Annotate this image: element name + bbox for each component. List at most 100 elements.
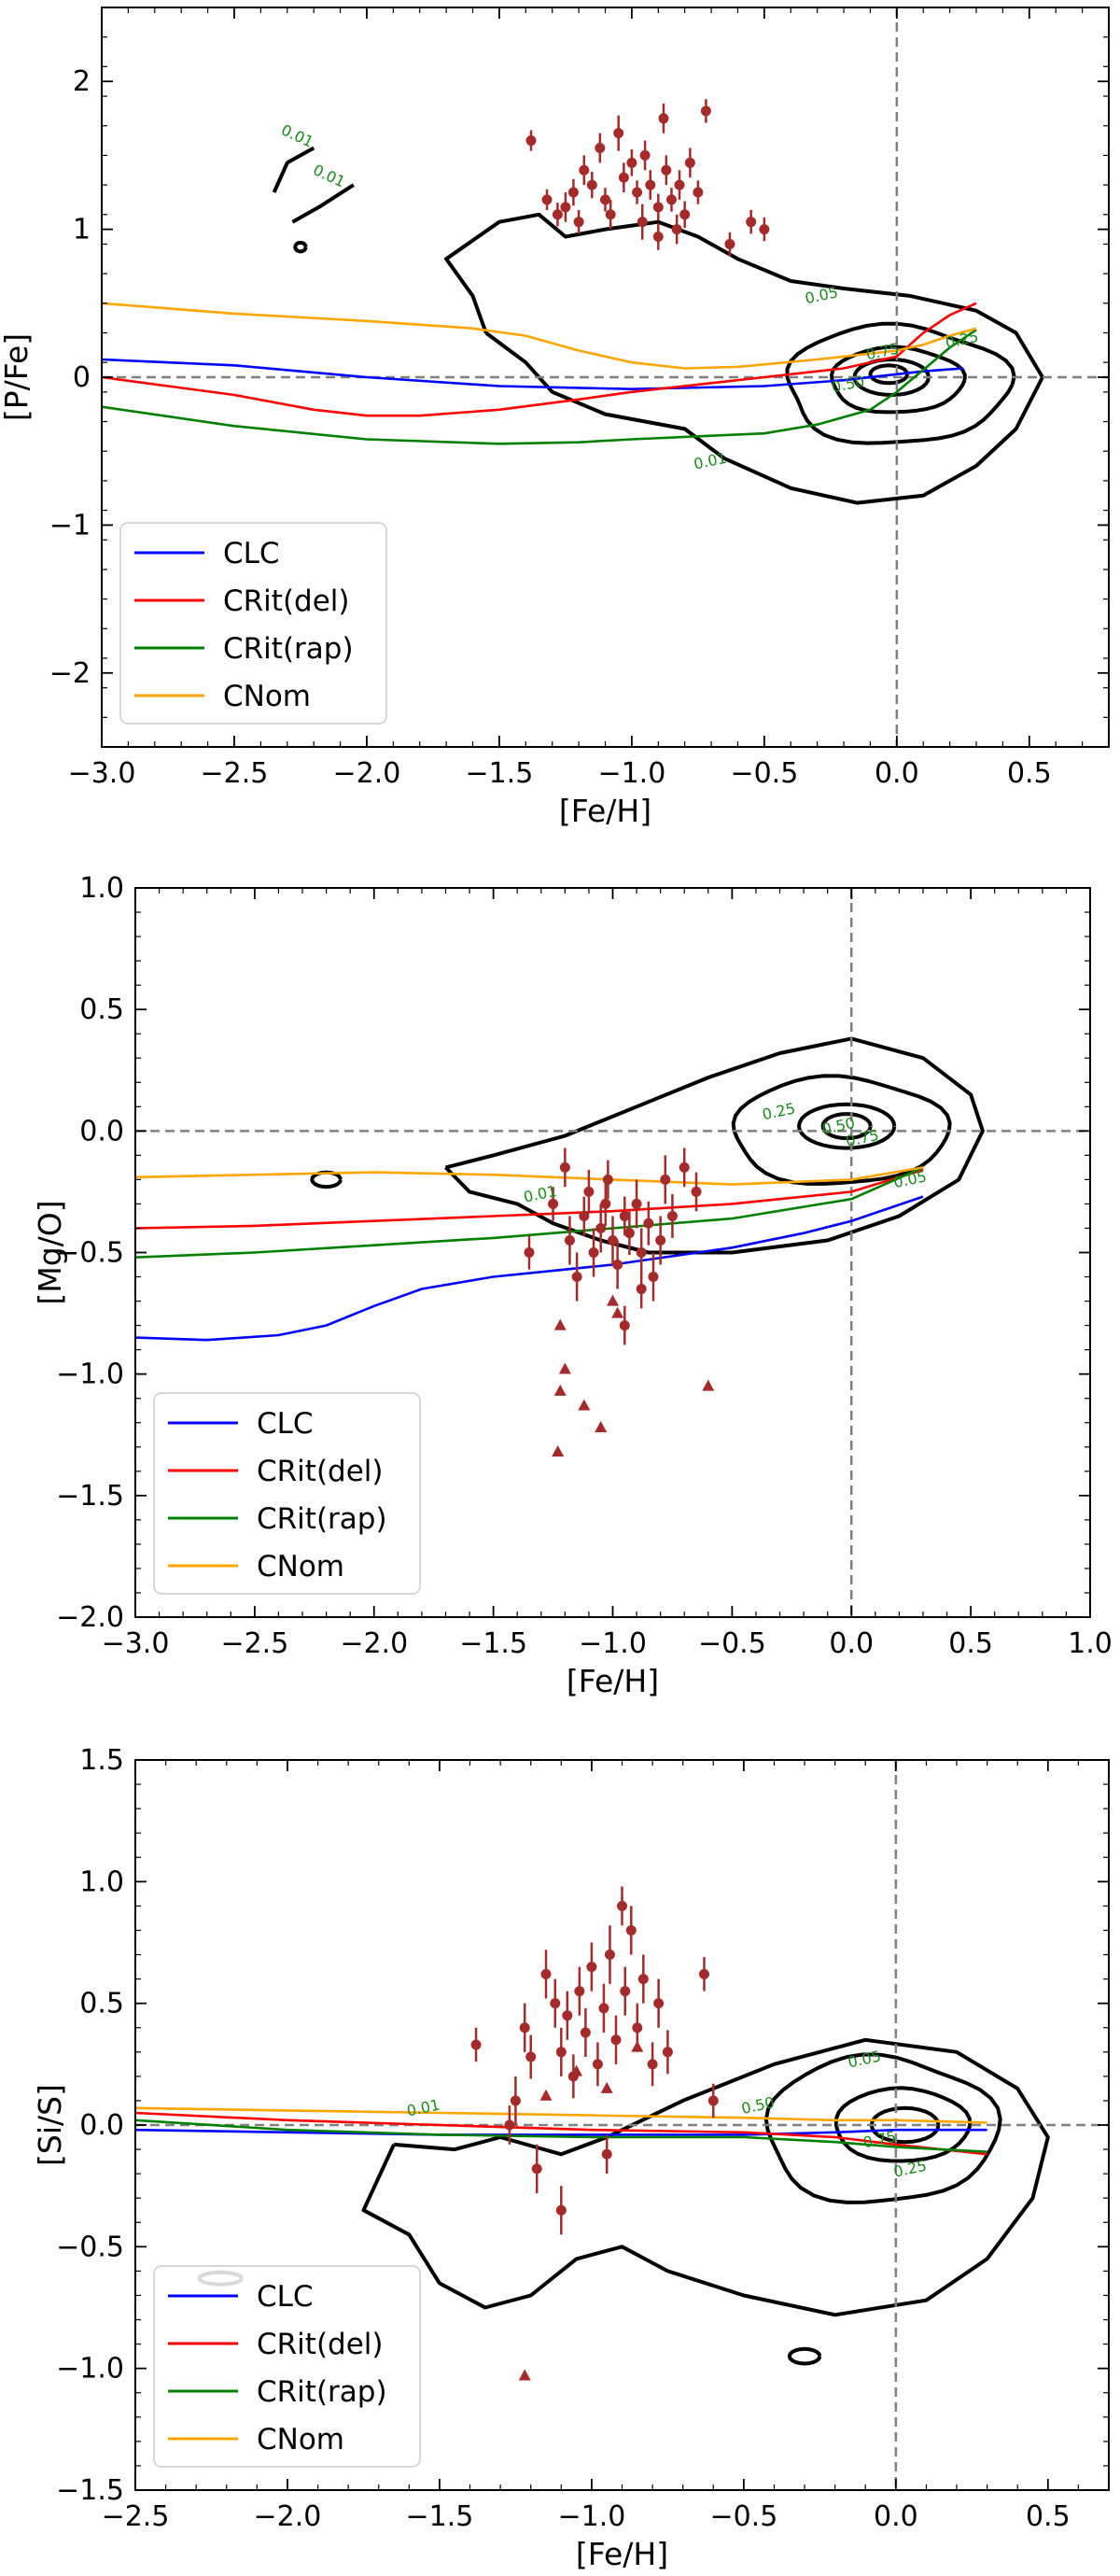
density-contour <box>293 240 308 254</box>
y-tick-label: 1.0 <box>79 1865 124 1898</box>
contour-level-label: 0.01 <box>405 2096 441 2120</box>
data-marker <box>510 2095 521 2106</box>
density-contour <box>763 2052 1002 2204</box>
data-point <box>648 1252 659 1302</box>
density-contour <box>797 1102 897 1150</box>
x-tick-label: −2.0 <box>333 757 401 790</box>
series-line-crit-del <box>102 302 977 417</box>
data-point <box>608 1216 618 1265</box>
data-point <box>595 1204 607 1253</box>
contour-level-label: 0.01 <box>693 449 729 473</box>
data-marker <box>573 217 584 228</box>
data-point <box>595 133 606 163</box>
data-marker <box>600 194 610 205</box>
data-point <box>555 2027 567 2076</box>
data-point <box>759 217 770 242</box>
data-marker <box>595 142 606 153</box>
series-line-crit-del <box>135 2111 987 2156</box>
data-marker <box>691 1186 702 1197</box>
data-marker <box>618 172 629 183</box>
series-line-cnom <box>102 302 977 370</box>
data-marker <box>608 1234 618 1246</box>
data-marker <box>540 1968 552 1979</box>
data-point <box>620 1966 631 2016</box>
upper-limit-marker <box>552 1444 565 1457</box>
data-point <box>601 2134 612 2175</box>
data-marker <box>519 2022 530 2034</box>
data-point <box>617 1886 627 1926</box>
data-point <box>645 170 656 200</box>
data-marker <box>619 1320 630 1331</box>
data-point <box>592 2042 603 2087</box>
data-point <box>652 193 664 221</box>
legend-label: CRit(del) <box>223 584 350 618</box>
data-marker <box>504 2119 515 2131</box>
density-contour <box>361 2037 1050 2317</box>
data-marker <box>567 187 579 198</box>
data-marker <box>660 1174 671 1185</box>
data-point <box>579 155 590 186</box>
upper-limit-marker <box>600 2081 613 2093</box>
density-contour <box>868 363 910 386</box>
data-point <box>674 170 685 200</box>
x-tick-label: −1.0 <box>597 757 665 790</box>
legend-label: CLC <box>223 537 280 570</box>
density-contour <box>787 2346 822 2366</box>
data-marker <box>648 1272 659 1283</box>
data-point <box>619 1305 630 1345</box>
data-marker <box>613 128 624 139</box>
data-point <box>658 103 669 134</box>
contour-level-label: 0.50 <box>740 2093 777 2118</box>
data-marker <box>601 2148 612 2160</box>
data-marker <box>559 1161 570 1173</box>
data-point <box>623 1211 635 1256</box>
data-point <box>636 1228 647 1277</box>
legend: CLC CRit(del) CRit(rap) CNom <box>119 522 387 725</box>
data-point <box>625 1906 637 1955</box>
data-point <box>666 1194 678 1238</box>
data-point <box>531 2144 542 2193</box>
data-marker <box>626 157 637 168</box>
data-point <box>699 1957 710 1992</box>
data-marker <box>531 2163 542 2175</box>
upper-limit-marker <box>578 1399 591 1411</box>
contour-level-label: 0.05 <box>804 283 840 307</box>
data-point <box>470 2027 482 2062</box>
data-marker <box>586 179 597 190</box>
data-point <box>613 115 624 151</box>
data-marker <box>562 2010 573 2021</box>
series-line-clc <box>102 358 963 391</box>
data-point <box>567 2054 579 2099</box>
data-point <box>567 178 579 206</box>
x-tick-label: −1.0 <box>557 2500 625 2533</box>
data-point <box>600 1182 611 1226</box>
y-tick-label: −1 <box>49 509 91 542</box>
x-tick-label: −1.0 <box>579 1627 647 1660</box>
upper-limit-marker <box>553 1384 567 1396</box>
x-tick-label: −2.5 <box>201 757 269 790</box>
data-point <box>660 1155 671 1204</box>
data-marker <box>574 1986 585 1997</box>
density-contour <box>785 321 1016 445</box>
data-marker <box>637 217 648 228</box>
legend-label: CNom <box>257 1550 344 1584</box>
y-tick-label: −0.5 <box>56 1237 124 1270</box>
y-axis-label: [Si/S] <box>32 2084 68 2166</box>
data-marker <box>548 1198 559 1209</box>
x-tick-label: −0.5 <box>709 2500 777 2533</box>
contour-level-label: 0.01 <box>278 120 315 150</box>
data-marker <box>588 1247 599 1258</box>
series-line-crit-rap <box>102 329 977 445</box>
data-point <box>555 2186 567 2235</box>
data-marker <box>610 2034 622 2046</box>
data-point <box>691 1172 702 1212</box>
series-line-clc <box>135 1195 924 1342</box>
x-tick-label: 1.0 <box>1068 1627 1113 1660</box>
data-marker <box>580 2027 591 2038</box>
legend-label: CLC <box>257 2280 314 2314</box>
data-point <box>700 99 711 123</box>
data-marker <box>623 1228 635 1239</box>
upper-limit-marker <box>607 1294 619 1306</box>
contour-level-label: 0.25 <box>944 328 980 352</box>
data-marker <box>620 1986 631 1997</box>
